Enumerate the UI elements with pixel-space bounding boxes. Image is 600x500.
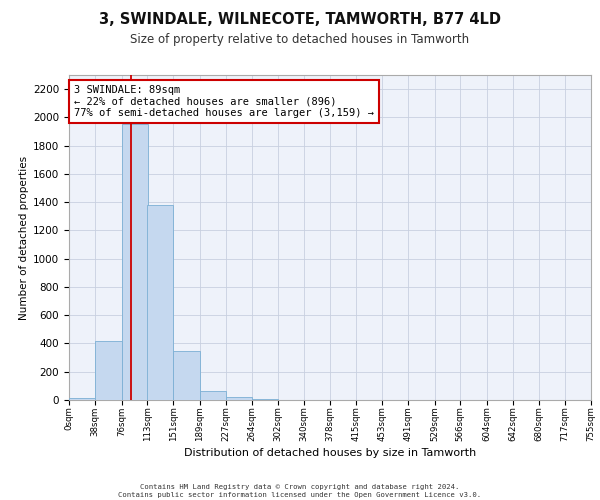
Bar [69, 398, 95, 400]
Text: 3, SWINDALE, WILNECOTE, TAMWORTH, B77 4LD: 3, SWINDALE, WILNECOTE, TAMWORTH, B77 4L… [99, 12, 501, 28]
X-axis label: Distribution of detached houses by size in Tamworth: Distribution of detached houses by size … [184, 448, 476, 458]
Y-axis label: Number of detached properties: Number of detached properties [19, 156, 29, 320]
Bar [95, 340, 122, 400]
Bar [200, 391, 226, 400]
Bar [122, 124, 148, 400]
Bar [173, 351, 200, 400]
Text: Contains HM Land Registry data © Crown copyright and database right 2024.
Contai: Contains HM Land Registry data © Crown c… [118, 484, 482, 498]
Text: 3 SWINDALE: 89sqm
← 22% of detached houses are smaller (896)
77% of semi-detache: 3 SWINDALE: 89sqm ← 22% of detached hous… [74, 84, 374, 118]
Bar [147, 205, 173, 400]
Bar [251, 399, 278, 400]
Bar [226, 397, 252, 400]
Text: Size of property relative to detached houses in Tamworth: Size of property relative to detached ho… [130, 32, 470, 46]
